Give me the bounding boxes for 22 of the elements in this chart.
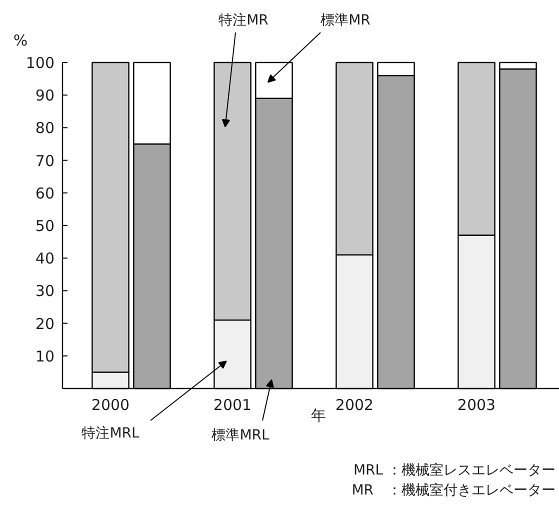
x-tick-label: 2001 (213, 396, 252, 414)
y-axis-title: % (13, 32, 28, 50)
y-tick-label: 50 (35, 217, 55, 235)
y-tick-label: 60 (35, 184, 55, 202)
text: MRL ：機械室レスエレベーター (353, 462, 556, 478)
text: 特注MRL (82, 426, 140, 442)
y-tick-label: 100 (26, 54, 55, 72)
text: 特注MR (218, 12, 269, 28)
x-tick-label: 2000 (91, 396, 130, 414)
y-tick-label: 10 (35, 347, 55, 366)
y-tick-label: 80 (35, 119, 55, 138)
y-tick-label: 70 (35, 152, 55, 170)
y-tick-label: 40 (35, 250, 55, 268)
x-tick-label: 2002 (335, 396, 374, 414)
x-tick-label: 2003 (457, 396, 496, 414)
text: 標準MR (320, 12, 371, 28)
y-tick-label: 30 (35, 282, 55, 300)
text: 標準MRL (212, 428, 270, 444)
y-tick-label: 20 (35, 314, 55, 333)
y-tick-label: 90 (35, 86, 55, 105)
text: MR ：機械室付きエレベーター (352, 482, 556, 498)
x-axis-title: 年 (311, 406, 326, 424)
